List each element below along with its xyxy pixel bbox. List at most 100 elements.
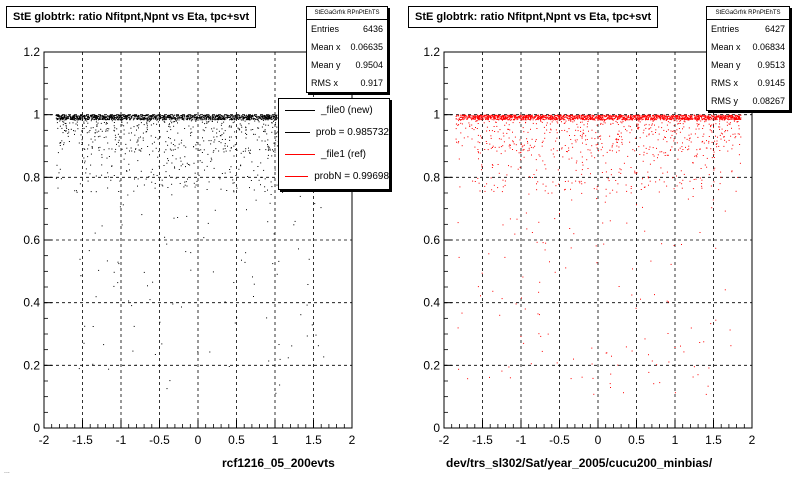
data-point	[270, 118, 272, 120]
data-point	[527, 142, 529, 144]
data-point	[611, 117, 613, 119]
data-point	[88, 118, 90, 120]
data-point	[535, 139, 537, 141]
data-point	[676, 185, 678, 187]
data-point	[77, 118, 79, 120]
data-point	[58, 116, 60, 118]
data-point	[568, 149, 570, 151]
data-point	[72, 115, 74, 117]
data-point	[708, 117, 710, 119]
data-point	[239, 129, 241, 131]
data-point	[652, 133, 654, 135]
data-point	[214, 209, 216, 211]
data-point	[596, 116, 598, 117]
data-point	[682, 123, 684, 125]
data-point	[662, 118, 664, 120]
data-point	[502, 179, 504, 181]
data-point	[268, 114, 270, 116]
data-point	[625, 120, 627, 122]
data-point	[689, 115, 691, 117]
data-point	[680, 120, 682, 122]
data-point	[708, 114, 710, 116]
data-point	[146, 118, 148, 120]
data-point	[719, 115, 721, 117]
data-point	[89, 117, 91, 119]
data-point	[735, 136, 737, 138]
data-point	[652, 147, 654, 149]
data-point	[175, 117, 177, 119]
data-point	[155, 116, 157, 118]
data-point	[154, 116, 156, 117]
data-point	[552, 117, 554, 119]
data-point	[221, 134, 223, 136]
data-point	[630, 117, 632, 119]
data-point	[116, 114, 118, 116]
data-point	[183, 118, 185, 120]
data-point	[514, 136, 516, 138]
data-point	[724, 131, 726, 133]
data-point	[705, 393, 707, 395]
data-point	[641, 119, 643, 121]
data-point	[672, 115, 674, 117]
data-point	[57, 118, 58, 120]
data-point	[642, 116, 644, 118]
data-point	[109, 118, 111, 120]
data-point	[164, 118, 166, 120]
data-point	[65, 130, 67, 132]
data-point	[63, 118, 65, 120]
data-point	[574, 117, 576, 119]
data-point	[120, 115, 122, 117]
data-point	[70, 115, 72, 117]
data-point	[528, 176, 530, 178]
data-point	[247, 118, 249, 120]
data-point	[80, 118, 82, 120]
data-point	[465, 127, 467, 129]
data-point	[97, 136, 99, 138]
data-point	[631, 119, 633, 121]
data-point	[699, 117, 700, 119]
data-point	[481, 115, 483, 116]
data-point	[140, 170, 142, 172]
data-point	[264, 116, 266, 118]
data-point	[588, 115, 590, 116]
data-point	[629, 117, 631, 119]
data-point	[630, 116, 631, 117]
data-point	[260, 118, 262, 120]
data-point	[537, 115, 539, 117]
data-point	[262, 117, 264, 119]
data-point	[232, 179, 234, 181]
data-point	[62, 121, 64, 123]
data-point	[66, 115, 68, 117]
data-point	[608, 114, 609, 116]
data-point	[718, 189, 720, 191]
data-point	[213, 150, 215, 152]
data-point	[715, 118, 717, 120]
data-point	[498, 138, 500, 140]
data-point	[273, 115, 275, 117]
data-point	[541, 118, 543, 120]
data-point	[258, 116, 260, 118]
data-point	[276, 114, 278, 116]
data-point	[117, 141, 119, 143]
data-point	[469, 115, 471, 117]
data-point	[62, 118, 64, 120]
data-point	[586, 118, 588, 120]
data-point	[173, 117, 175, 119]
data-point	[208, 140, 210, 142]
data-point	[540, 335, 542, 337]
data-point	[72, 115, 74, 117]
data-point	[496, 125, 498, 127]
data-point	[131, 114, 133, 116]
data-point	[604, 115, 606, 117]
data-point	[282, 191, 283, 193]
data-point	[90, 116, 92, 118]
data-point	[522, 276, 524, 278]
data-point	[557, 115, 558, 117]
data-point	[642, 118, 644, 120]
data-point	[267, 189, 268, 191]
data-point	[164, 117, 166, 119]
data-point	[85, 118, 87, 120]
data-point	[497, 164, 499, 165]
data-point	[183, 145, 185, 147]
data-point	[697, 125, 699, 127]
